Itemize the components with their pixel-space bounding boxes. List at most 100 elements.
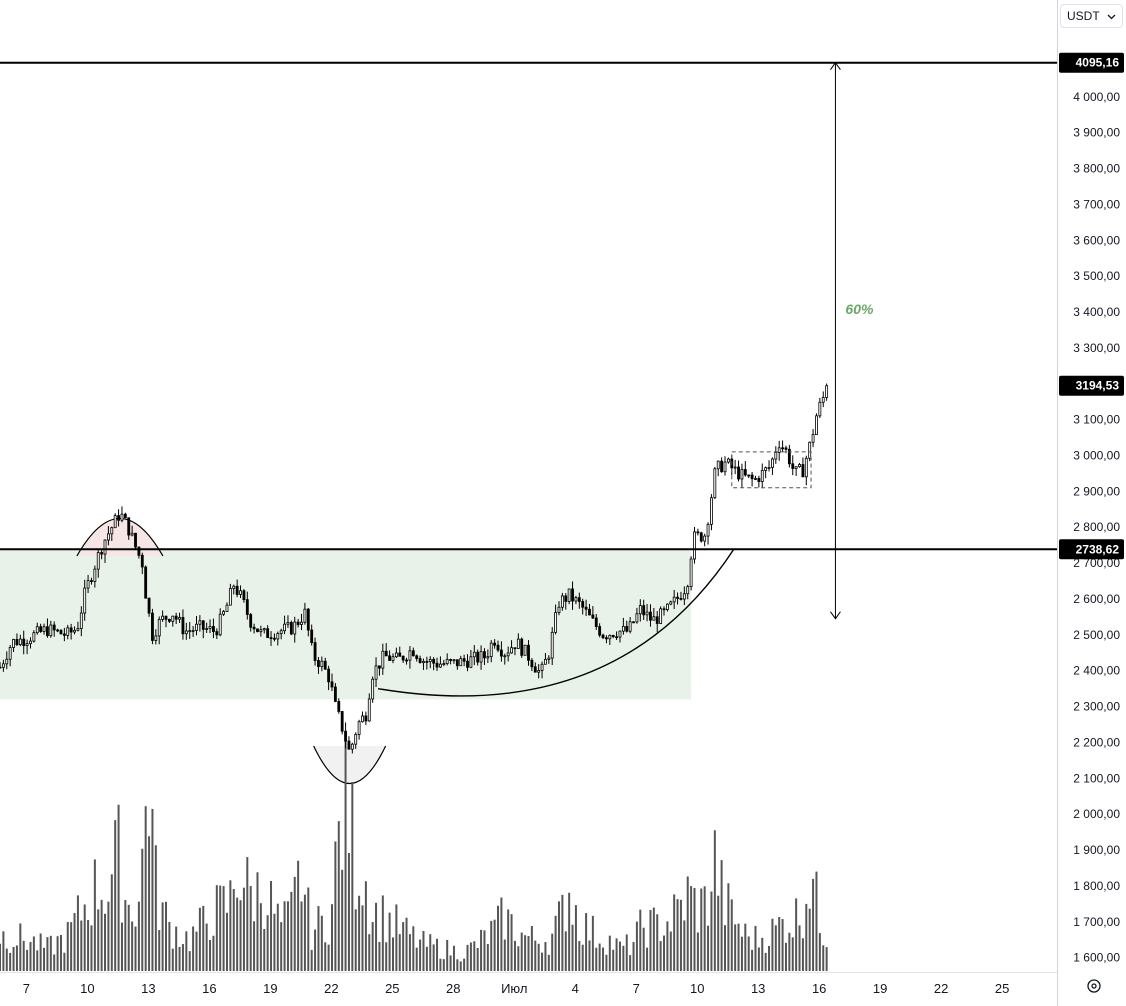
candle (642, 599, 646, 620)
volume-bar (354, 909, 357, 971)
currency-selector[interactable]: USDT (1060, 4, 1123, 28)
volume-bar (297, 860, 300, 971)
candle-body (388, 655, 392, 661)
volume-bar (56, 936, 59, 971)
volume-bar (507, 909, 510, 971)
candle (127, 517, 131, 540)
volume-bar (195, 931, 198, 971)
candle-body (649, 611, 652, 621)
time-tick-label: 13 (141, 981, 155, 996)
volume-bar (432, 944, 435, 971)
volume-bar (205, 923, 208, 971)
volume-bar (100, 899, 103, 971)
candle-body (83, 587, 87, 614)
candle (218, 608, 222, 637)
candle (140, 552, 144, 575)
candle-body (347, 740, 351, 750)
volume-bar (219, 885, 222, 971)
candle (554, 604, 558, 635)
candle (472, 645, 476, 666)
candle (191, 625, 195, 637)
price-tick-label: 1 900,00 (1073, 843, 1120, 857)
candle-body (425, 660, 429, 663)
candle-body (794, 466, 798, 469)
time-tick-label: 16 (812, 981, 826, 996)
volume-bar (551, 933, 554, 971)
volume-bar (0, 943, 1, 971)
candle-body (483, 651, 486, 659)
volume-bar (378, 941, 381, 971)
candle (354, 732, 358, 749)
candle (381, 643, 385, 675)
last-price-box (1059, 375, 1124, 396)
volume-bar (364, 881, 367, 971)
price-tick-label: 3 600,00 (1073, 233, 1120, 247)
candle (720, 457, 724, 473)
price-tick-label: 2 300,00 (1073, 700, 1120, 714)
candle-body (686, 586, 690, 595)
candle-body (652, 616, 656, 621)
candle (777, 440, 781, 461)
candle-body (283, 623, 286, 632)
candle-body (716, 460, 720, 470)
volume-bar (791, 937, 794, 971)
candle (86, 574, 90, 594)
candle-body (391, 656, 395, 661)
candle-body (804, 457, 808, 478)
volume-bar (141, 848, 144, 971)
price-tick-label: 3 400,00 (1073, 305, 1120, 319)
candle-body (239, 590, 242, 595)
candle (5, 651, 9, 670)
volume-bar (825, 947, 828, 971)
price-tick-label: 1 600,00 (1073, 951, 1120, 965)
volume-bar (818, 933, 821, 971)
candle (272, 633, 276, 642)
candle (405, 657, 408, 665)
volume-bar (39, 933, 42, 971)
candle (533, 662, 537, 673)
volume-bar (131, 921, 134, 971)
candle-body (638, 605, 642, 615)
candle (59, 629, 63, 635)
volume-bar (371, 922, 374, 971)
candle-body (520, 638, 524, 656)
chevron-down-icon (1107, 9, 1116, 23)
candle (371, 676, 375, 703)
volume-bar (73, 913, 76, 971)
candle-body (279, 630, 283, 635)
candle (25, 639, 29, 655)
candle (66, 624, 70, 640)
volume-bar (669, 931, 672, 971)
candle (22, 630, 26, 655)
volume-bar (537, 943, 540, 971)
volume-bar (676, 899, 679, 971)
volume-bar (649, 910, 652, 971)
measure-tool: 60% (830, 61, 874, 620)
candle (120, 506, 124, 523)
volume-bar (181, 944, 184, 971)
candle-body (303, 608, 307, 623)
candle (710, 494, 713, 531)
candle-body (69, 627, 73, 633)
candle (544, 653, 547, 665)
candle (672, 589, 676, 610)
candle-body (655, 616, 659, 624)
candle-body (323, 660, 327, 670)
volume-bar (331, 904, 334, 971)
candle-body (550, 631, 554, 659)
time-tick-label: 25 (385, 981, 399, 996)
candle (337, 698, 341, 714)
settings-button[interactable] (1082, 976, 1106, 1000)
candle (455, 659, 459, 670)
volume-bar (510, 914, 513, 971)
candle (239, 585, 242, 598)
candle-body (825, 385, 829, 398)
candle-body (672, 596, 676, 603)
candle-body (39, 626, 43, 632)
candle-body (801, 464, 805, 478)
candle-body (564, 595, 568, 602)
candle-body (472, 651, 476, 658)
candle-body (547, 657, 551, 660)
time-tick-label: 7 (23, 981, 30, 996)
